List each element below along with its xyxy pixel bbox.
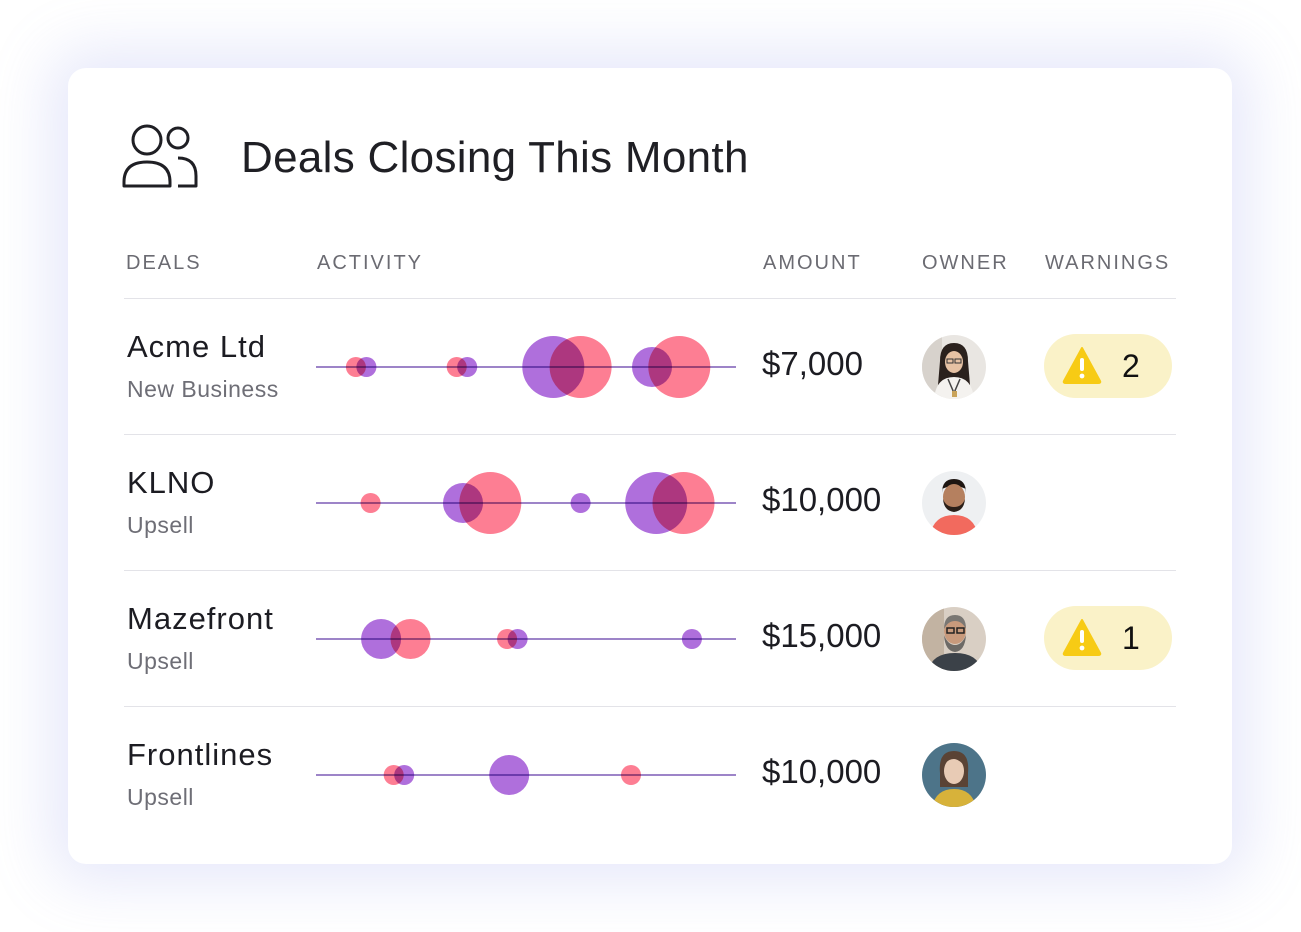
activity-dot-purple[interactable]: [394, 765, 415, 785]
deal-type: Upsell: [127, 512, 194, 538]
warning-icon: [1062, 619, 1102, 656]
man-red-shirt-avatar: [922, 471, 986, 535]
activity-timeline: [316, 619, 736, 659]
deals-card: [68, 68, 1232, 864]
people-icon: [122, 124, 198, 188]
warning-count: 1: [1122, 620, 1140, 656]
activity-dot-purple[interactable]: [570, 493, 591, 513]
warning-count: 2: [1122, 348, 1140, 384]
deal-amount: $10,000: [762, 481, 882, 518]
owner-avatar[interactable]: [922, 743, 986, 807]
warning-icon: [1062, 347, 1102, 384]
deal-name[interactable]: Frontlines: [127, 737, 274, 772]
woman-with-glasses-avatar: [922, 335, 986, 399]
deal-type: New Business: [127, 376, 279, 402]
deal-row-frontlines[interactable]: Frontlines Upsell $10,000: [124, 706, 1176, 843]
deal-row-klno[interactable]: KLNO Upsell $10,000: [124, 434, 1176, 571]
owner-avatar[interactable]: [922, 471, 986, 535]
activity-dot-pink[interactable]: [390, 619, 431, 659]
deal-amount: $7,000: [762, 345, 863, 382]
activity-timeline: [316, 755, 736, 795]
owner-avatar[interactable]: [922, 335, 986, 399]
activity-dot-purple[interactable]: [356, 357, 377, 377]
column-header-owner[interactable]: OWNER: [922, 252, 1009, 274]
deal-row-acme[interactable]: Acme Ltd New Business $7,000 2: [124, 298, 1176, 435]
activity-dot-pink[interactable]: [621, 765, 641, 785]
woman-yellow-avatar: [922, 743, 986, 807]
deal-type: Upsell: [127, 648, 194, 674]
activity-dot-pink[interactable]: [652, 472, 715, 534]
activity-dot-purple[interactable]: [457, 357, 478, 377]
activity-dot-pink[interactable]: [459, 472, 522, 534]
bearded-man-avatar: [922, 607, 986, 671]
activity-dot-purple[interactable]: [361, 619, 402, 659]
column-header-deals[interactable]: DEALS: [126, 252, 202, 274]
deal-name[interactable]: KLNO: [127, 465, 216, 500]
column-header-amount[interactable]: AMOUNT: [763, 252, 862, 274]
activity-dot-purple[interactable]: [507, 629, 528, 649]
activity-dot-pink[interactable]: [360, 493, 381, 513]
warning-badge[interactable]: 2: [1044, 334, 1172, 398]
deal-name[interactable]: Acme Ltd: [127, 329, 266, 364]
deal-row-mazefront[interactable]: Mazefront Upsell $15,000 1: [124, 570, 1176, 707]
activity-dot-pink[interactable]: [549, 336, 612, 398]
deal-type: Upsell: [127, 784, 194, 810]
page-title: Deals Closing This Month: [241, 133, 749, 182]
deal-amount: $15,000: [762, 617, 882, 654]
deal-amount: $10,000: [762, 753, 882, 790]
activity-dot-purple[interactable]: [489, 755, 530, 795]
activity-dot-pink[interactable]: [648, 336, 711, 398]
deal-name[interactable]: Mazefront: [127, 601, 274, 636]
column-header-warnings[interactable]: WARNINGS: [1045, 252, 1171, 274]
activity-timeline: [316, 472, 736, 534]
activity-dot-purple[interactable]: [681, 629, 702, 649]
activity-timeline: [316, 336, 736, 398]
column-header-activity[interactable]: ACTIVITY: [317, 252, 424, 274]
owner-avatar[interactable]: [922, 607, 986, 671]
warning-badge[interactable]: 1: [1044, 606, 1172, 670]
